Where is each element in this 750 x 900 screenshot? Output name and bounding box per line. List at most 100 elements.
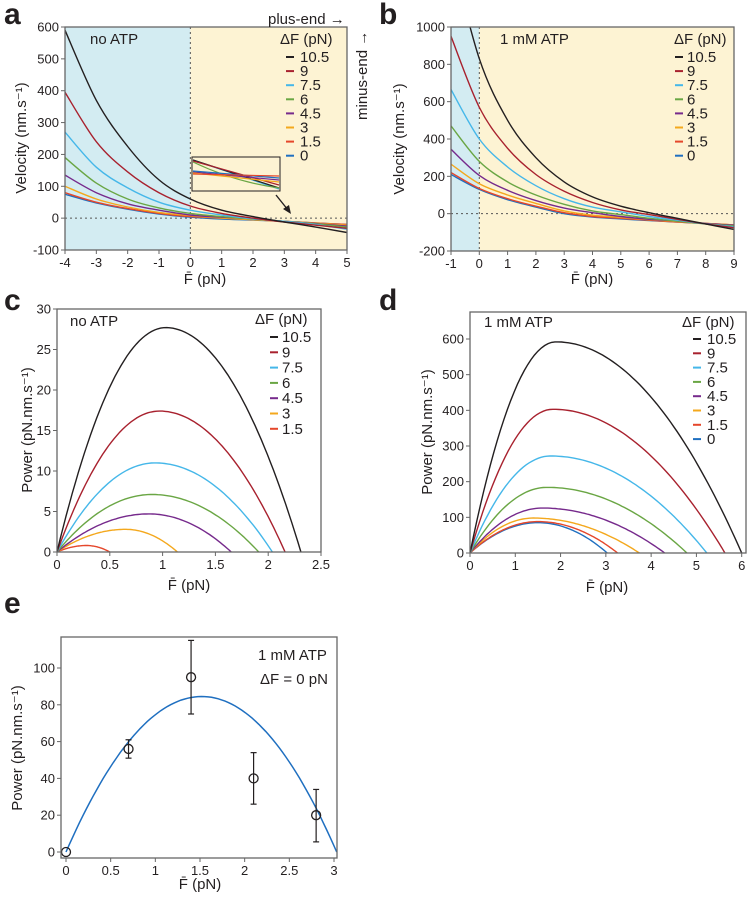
legend: ΔF (pN)10.597.564.531.50 [674, 31, 727, 165]
series-line-10.5 [65, 29, 347, 234]
legend-entry: 0 [687, 148, 695, 165]
legend-entry: 9 [282, 344, 290, 361]
plot-frame [60, 636, 338, 859]
y-tick-label: 0 [52, 211, 59, 226]
plot-frame [64, 26, 348, 251]
y-tick-label: 300 [442, 439, 464, 454]
y-axis-label: Power (pN.nm.s⁻¹) [419, 369, 436, 494]
x-tick-label: 3 [330, 863, 337, 878]
y-tick-label: 300 [37, 115, 59, 130]
x-tick-label: 2 [249, 255, 256, 270]
x-tick-label: 6 [738, 558, 745, 573]
x-tick-label: -3 [91, 255, 103, 270]
x-tick-label: 9 [730, 256, 737, 271]
series-line-10.5 [469, 27, 734, 231]
x-tick-label: 0 [62, 863, 69, 878]
series-line-9 [57, 410, 286, 552]
legend-entry: 10.5 [707, 331, 736, 348]
legend-entry: 3 [282, 406, 290, 423]
x-tick-label: 1 [218, 255, 225, 270]
y-tick-label: 500 [37, 51, 59, 66]
legend-entry: 6 [300, 91, 308, 108]
x-tick-label: 5 [617, 256, 624, 271]
series-line-10.5 [470, 341, 743, 553]
series-line-1.5 [470, 520, 619, 553]
legend-title: ΔF (pN) [682, 314, 735, 331]
y-tick-label: 500 [442, 367, 464, 382]
x-tick-label: 1 [159, 557, 166, 572]
panel-letter-c: c [4, 284, 21, 317]
x-tick-label: 1.5 [191, 863, 209, 878]
condition-label: no ATP [90, 31, 138, 48]
x-tick-label: 7 [674, 256, 681, 271]
series-group [65, 695, 337, 853]
y-tick-label: 600 [37, 20, 59, 35]
series-group [470, 341, 743, 553]
marker [248, 773, 259, 784]
series-line-7.5 [65, 131, 347, 230]
marker [123, 743, 134, 755]
marker [185, 672, 197, 683]
x-tick-label: 2.5 [312, 557, 330, 572]
x-axis-label: F̄ (pN) [586, 579, 629, 596]
legend-entry: 3 [300, 120, 308, 137]
shaded-region [65, 27, 191, 250]
x-tick-label: 1 [512, 558, 519, 573]
series-line-7.5 [57, 462, 273, 552]
legend-entry: 1.5 [300, 134, 321, 151]
legend-entry: 7.5 [300, 77, 321, 94]
x-tick-label: 0 [187, 255, 194, 270]
series-line-1.5 [57, 544, 111, 552]
x-tick-label: 5 [693, 558, 700, 573]
panel-letter-a: a [4, 0, 21, 31]
x-tick-label: -2 [122, 255, 134, 270]
x-tick-label: -1 [445, 256, 457, 271]
series-line-6 [470, 486, 688, 553]
x-tick-label: 2.5 [280, 863, 298, 878]
legend-entry: 6 [282, 375, 290, 392]
y-tick-label: 600 [423, 94, 445, 109]
x-tick-label: 1.5 [206, 557, 224, 572]
y-tick-label: 0 [44, 545, 51, 560]
y-tick-label: 400 [423, 132, 445, 147]
data-point [123, 739, 134, 759]
y-tick-label: 30 [37, 302, 51, 317]
y-tick-label: 0 [48, 845, 55, 860]
legend-entry: 10.5 [282, 329, 311, 346]
y-tick-label: -200 [419, 244, 445, 259]
legend-entry: 4.5 [687, 105, 708, 122]
legend-entry: 1.5 [707, 417, 728, 434]
fit-curve [65, 695, 337, 853]
legend-entry: 6 [687, 91, 695, 108]
x-tick-label: 8 [702, 256, 709, 271]
y-axis-label: Velocity (nm.s⁻¹) [13, 82, 30, 193]
series-line-4.5 [57, 513, 232, 552]
series-line-10.5 [57, 326, 302, 552]
legend-entry: 7.5 [282, 360, 303, 377]
chart-d: ΔF (pN)10.597.564.531.500 1 2 3 4 5 6010020030… [419, 311, 747, 596]
zoom-inset [191, 156, 291, 214]
series-group [65, 29, 347, 234]
condition-label: 1 mM ATP [484, 314, 553, 331]
x-tick-label: 6 [645, 256, 652, 271]
y-tick-label: 0 [438, 206, 445, 221]
series-line-3 [470, 517, 640, 553]
y-axis-label: Velocity (nm.s⁻¹) [391, 83, 408, 194]
plot-frame [469, 311, 747, 554]
legend-entry: 7.5 [707, 360, 728, 377]
legend-entry: 1.5 [282, 421, 303, 438]
y-tick-label: -100 [33, 243, 59, 258]
legend-entry: 6 [707, 374, 715, 391]
x-axis-label: F̄ (pN) [184, 271, 227, 288]
condition-label: 1 mM ATP [258, 647, 327, 664]
legend-entry: 0 [300, 148, 308, 165]
x-tick-label: 2 [557, 558, 564, 573]
plus-end-label: plus-end → [268, 11, 345, 28]
legend-entry: 9 [707, 345, 715, 362]
series-line-7.5 [470, 455, 708, 553]
y-tick-label: 25 [37, 342, 51, 357]
y-tick-label: 60 [41, 734, 55, 749]
x-tick-label: -4 [59, 255, 71, 270]
condition-label: 1 mM ATP [500, 31, 569, 48]
